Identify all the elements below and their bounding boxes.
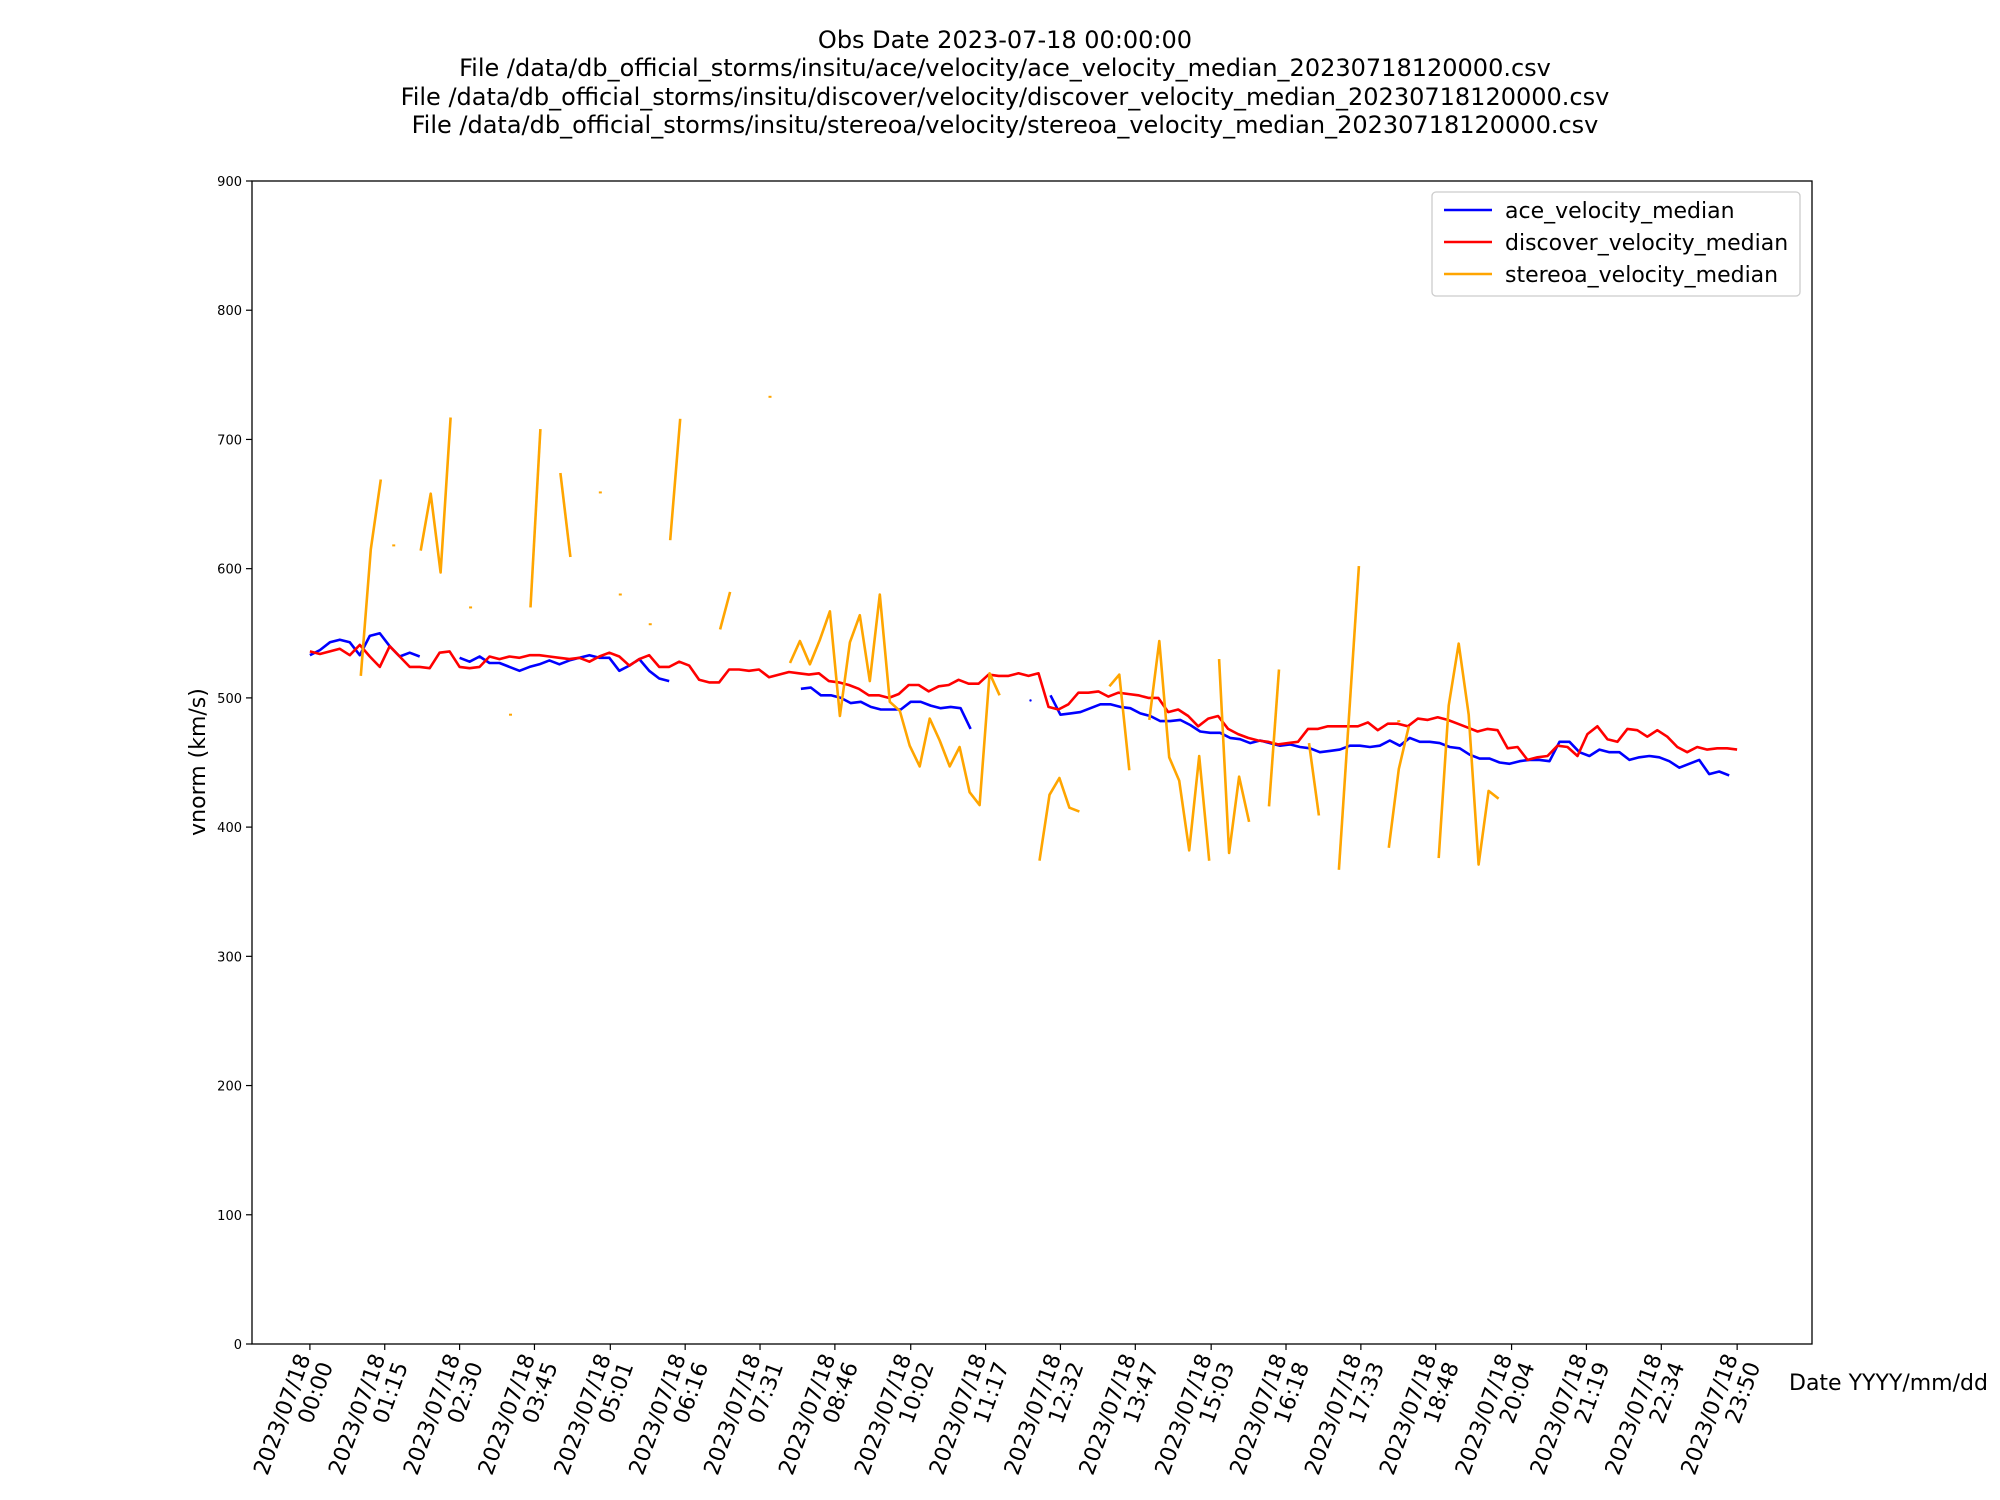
series-point [1029, 699, 1032, 702]
series-line-segment [559, 472, 572, 558]
series-line-segment [1307, 742, 1321, 816]
x-axis: 2023/07/1800:002023/07/1801:152023/07/18… [250, 1344, 1766, 1479]
series-line-segment [359, 479, 383, 677]
series-line-segment [1148, 639, 1211, 861]
legend-label: discover_velocity_median [1505, 231, 1788, 256]
y-tick-label: 900 [217, 175, 242, 190]
y-axis: 0 100 200 300 400 500 600 700 800 900 [217, 175, 252, 1353]
legend-label: ace_velocity_median [1505, 199, 1735, 224]
y-tick-label: 400 [217, 821, 242, 836]
series-line-segment [529, 429, 542, 608]
plot-area-frame [251, 180, 1813, 1345]
title-line-2: File /data/db_official_storms/insitu/ace… [459, 54, 1551, 82]
title-line-1: Obs Date 2023-07-18 00:00:00 [818, 26, 1192, 54]
series-line-segment [309, 631, 421, 658]
y-tick-label: 800 [217, 304, 242, 319]
series-line-segment [1108, 673, 1131, 771]
series-line-segment [668, 418, 682, 541]
series-line-segment [1437, 642, 1500, 866]
title-line-3: File /data/db_official_storms/insitu/dis… [401, 83, 1610, 111]
series-stereoa_velocity_median [359, 395, 1500, 870]
series-discover_velocity_median [309, 643, 1738, 762]
series-line-segment [1337, 566, 1361, 870]
series-line-segment [800, 686, 972, 730]
chart-title: Obs Date 2023-07-18 00:00:00 File /data/… [401, 26, 1610, 139]
y-tick-label: 100 [217, 1209, 242, 1224]
y-tick-label: 0 [234, 1338, 242, 1353]
legend-box [1431, 191, 1801, 297]
series-line-segment [419, 417, 452, 574]
series-line-segment [1267, 669, 1281, 807]
title-line-4: File /data/db_official_storms/insitu/ste… [412, 111, 1599, 139]
series-line-segment [718, 591, 732, 630]
series-line-segment [1038, 776, 1080, 861]
series-line-segment [1049, 694, 1730, 777]
series-line-segment [1387, 726, 1411, 848]
y-tick-label: 600 [217, 563, 242, 578]
series-line-segment [309, 643, 1738, 762]
y-tick-label: 300 [217, 950, 242, 965]
y-tick-label: 200 [217, 1080, 242, 1095]
legend: ace_velocity_median discover_velocity_med… [1431, 191, 1801, 297]
legend-label: stereoa_velocity_median [1505, 263, 1778, 288]
y-tick-label: 700 [217, 433, 242, 448]
y-tick-label: 500 [217, 692, 242, 707]
series-ace_velocity_median [309, 631, 1730, 777]
y-axis-label: vnorm (km/s) [186, 688, 211, 836]
series-line-segment [1217, 659, 1251, 855]
series-line-segment [788, 593, 1001, 807]
x-axis-label: Date YYYY/mm/dd [1789, 1371, 1988, 1396]
